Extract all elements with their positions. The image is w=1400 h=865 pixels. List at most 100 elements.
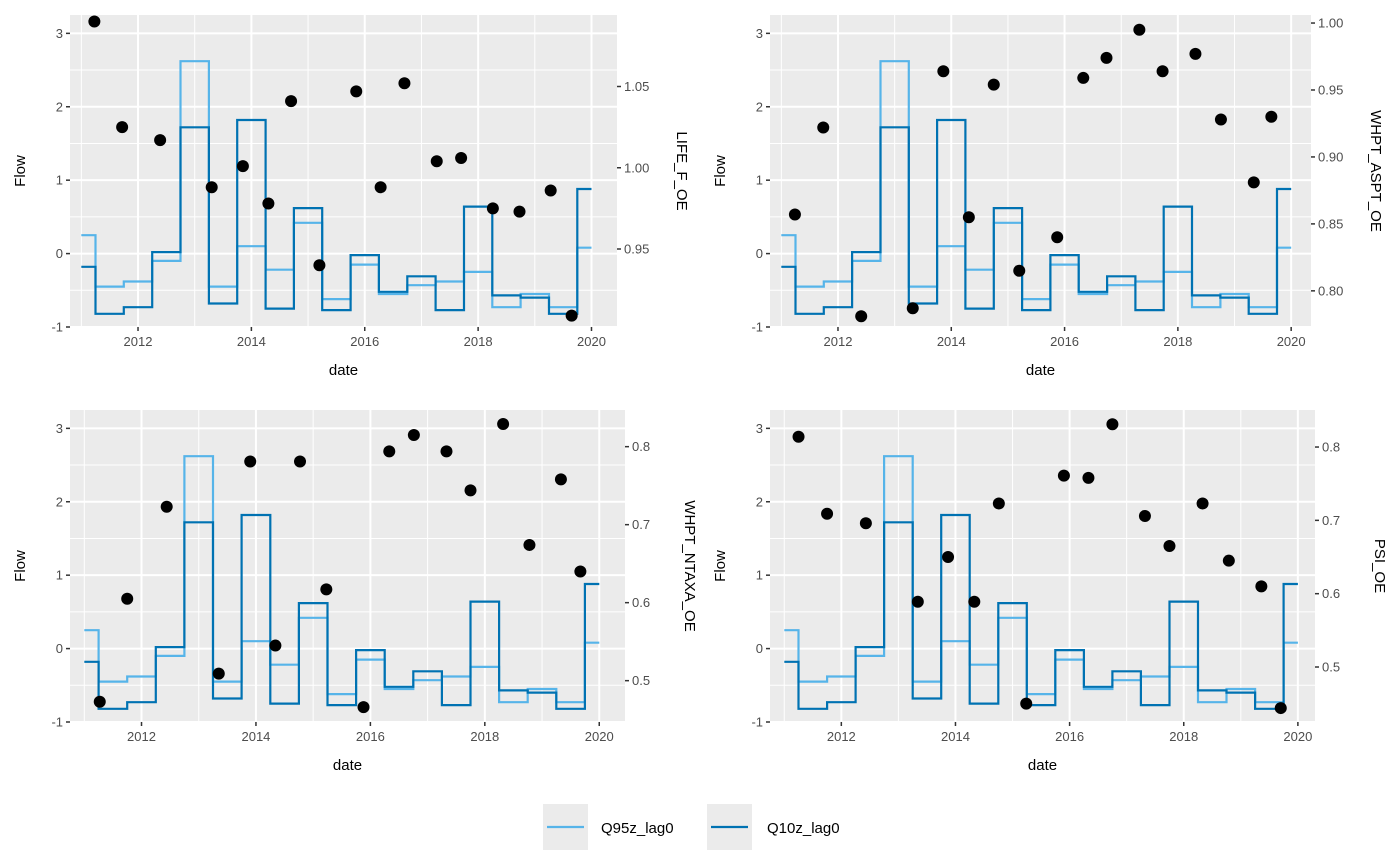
data-point <box>1133 23 1146 36</box>
y2-axis-title: LIFE_F_OE <box>673 131 690 210</box>
data-point <box>154 134 167 147</box>
x-tick-label: 2016 <box>356 729 385 744</box>
data-point <box>160 500 173 513</box>
data-point <box>1265 110 1278 123</box>
panel-background <box>70 410 625 722</box>
panel-background <box>770 15 1311 327</box>
y-tick-label: -1 <box>751 715 763 730</box>
x-tick-label: 2018 <box>464 334 493 349</box>
y-tick-label: 0 <box>56 641 63 656</box>
series-line-q10z-lag0 <box>781 118 1292 315</box>
data-point <box>523 538 536 551</box>
legend-label: Q10z_lag0 <box>767 820 840 837</box>
x-axis-title: date <box>333 757 362 774</box>
data-point <box>374 181 387 194</box>
data-point <box>269 639 282 652</box>
y-tick-label: -1 <box>51 715 63 730</box>
y-tick-label: -1 <box>751 320 763 335</box>
data-point <box>962 211 975 224</box>
data-point <box>440 445 453 458</box>
data-point <box>1222 554 1235 567</box>
data-point <box>430 155 443 168</box>
data-point <box>513 205 526 218</box>
y2-tick-label: 1.00 <box>624 160 649 175</box>
y-axis-title: Flow <box>12 550 29 582</box>
data-point <box>937 65 950 78</box>
data-point <box>855 310 868 323</box>
data-point <box>398 77 411 90</box>
legend-item-q10z-lag0: Q10z_lag0 <box>707 804 840 850</box>
data-point <box>486 202 499 215</box>
panel-background <box>70 15 617 327</box>
data-point <box>121 592 134 605</box>
data-point <box>116 121 129 134</box>
data-point <box>93 695 106 708</box>
x-tick-label: 2020 <box>1283 729 1312 744</box>
data-point <box>1077 71 1090 84</box>
panel-top-left: 2012 2014 2016 2018 2020 -1 0 1 2 3 0.95 1.00 1.05 da… <box>12 15 690 379</box>
series-line-q95z-lag0 <box>84 455 600 704</box>
data-point <box>236 160 249 173</box>
x-tick-label: 2016 <box>1050 334 1079 349</box>
y2-axis-title: WHPT_ASPT_OE <box>1367 110 1384 232</box>
x-tick-label: 2020 <box>585 729 614 744</box>
y2-tick-label: 0.6 <box>632 595 650 610</box>
data-point <box>1100 51 1113 64</box>
y2-tick-label: 0.80 <box>1318 283 1343 298</box>
legend-item-q95z-lag0: Q95z_lag0 <box>543 804 674 850</box>
x-tick-label: 2014 <box>937 334 966 349</box>
data-point <box>544 184 557 197</box>
y2-tick-label: 0.7 <box>1322 513 1340 528</box>
x-tick-label: 2018 <box>1163 334 1192 349</box>
series-line-q10z-lag0 <box>81 118 592 315</box>
x-axis-title: date <box>1026 362 1055 379</box>
y-tick-label: 3 <box>756 421 763 436</box>
data-point <box>859 517 872 530</box>
x-tick-label: 2012 <box>124 334 153 349</box>
x-tick-label: 2020 <box>1277 334 1306 349</box>
data-point <box>497 418 510 431</box>
data-point <box>1106 418 1119 431</box>
series-line-q95z-lag0 <box>81 60 592 309</box>
series-line-q95z-lag0 <box>781 60 1292 309</box>
y2-tick-label: 0.8 <box>1322 440 1340 455</box>
x-axis-title: date <box>329 362 358 379</box>
x-tick-label: 2014 <box>237 334 266 349</box>
data-point <box>792 430 805 443</box>
x-tick-label: 2020 <box>577 334 606 349</box>
y-tick-label: 2 <box>756 494 763 509</box>
y-tick-label: 2 <box>756 99 763 114</box>
data-point <box>968 595 981 608</box>
series-line-q10z-lag0 <box>784 513 1298 710</box>
y2-axis-title: WHPT_NTAXA_OE <box>681 500 698 631</box>
y-tick-label: 1 <box>56 568 63 583</box>
data-point <box>942 551 955 564</box>
y-tick-label: 0 <box>756 641 763 656</box>
y-tick-label: 3 <box>756 26 763 41</box>
y2-axis-title: PSI_OE <box>1371 539 1388 593</box>
y2-tick-label: 0.7 <box>632 517 650 532</box>
data-point <box>1138 509 1151 522</box>
data-point <box>464 484 477 497</box>
y-tick-label: 3 <box>56 421 63 436</box>
y2-tick-label: 1.00 <box>1318 16 1343 31</box>
panel-background <box>770 410 1315 722</box>
data-point <box>262 197 275 210</box>
legend: Q95z_lag0 Q10z_lag0 <box>543 804 840 850</box>
y-axis-title: Flow <box>712 550 729 582</box>
x-tick-label: 2018 <box>470 729 499 744</box>
y-axis-title: Flow <box>12 155 29 187</box>
data-point <box>244 455 257 468</box>
data-point <box>88 15 101 28</box>
x-tick-label: 2016 <box>1055 729 1084 744</box>
data-point <box>294 455 307 468</box>
data-point <box>357 701 370 714</box>
data-point <box>1247 176 1260 189</box>
data-point <box>1255 580 1268 593</box>
y-tick-label: 2 <box>56 494 63 509</box>
panel-top-right: 2012 2014 2016 2018 2020 -1 0 1 2 3 0.80 0.85 0.90 0.… <box>712 15 1384 379</box>
data-point <box>1274 702 1287 715</box>
y2-tick-label: 0.90 <box>1318 149 1343 164</box>
y2-tick-label: 0.5 <box>632 673 650 688</box>
